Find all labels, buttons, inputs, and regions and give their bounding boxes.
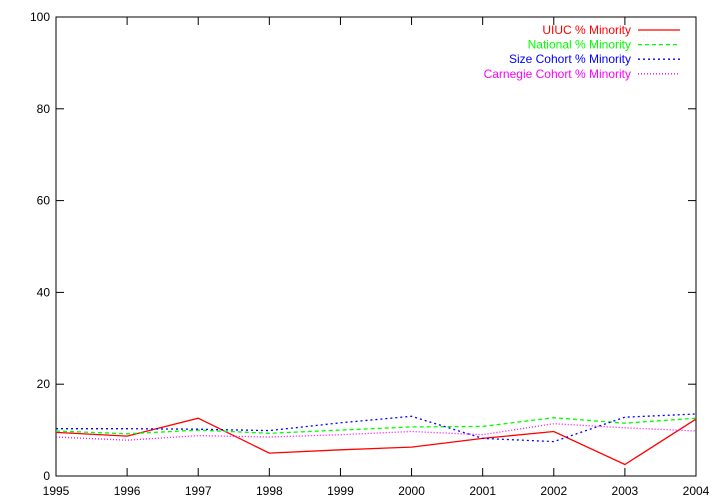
x-tick-label: 1997 xyxy=(185,484,212,498)
series-line-4 xyxy=(55,423,697,441)
y-tick-label: 60 xyxy=(37,194,51,208)
series-line-3 xyxy=(56,413,697,443)
legend-label: UIUC % Minority xyxy=(542,23,631,37)
x-tick-label: 1999 xyxy=(327,484,354,498)
x-tick-label: 1995 xyxy=(43,484,70,498)
x-tick-label: 2002 xyxy=(540,484,567,498)
x-axis-ticks: 1995 1996 1997 1998 1999 2000 2001 2002 2003 2004 xyxy=(43,17,710,498)
x-tick-label: 2003 xyxy=(612,484,639,498)
y-tick-label: 0 xyxy=(43,469,50,483)
legend-label: National % Minority xyxy=(528,38,631,52)
y-tick-label: 40 xyxy=(37,285,51,299)
legend-label: Size Cohort % Minority xyxy=(509,52,631,66)
legend-label: Carnegie Cohort % Minority xyxy=(484,67,631,81)
y-tick-label: 80 xyxy=(37,102,51,116)
series-line-1 xyxy=(55,417,697,466)
y-tick-label: 20 xyxy=(37,377,51,391)
x-tick-label: 2001 xyxy=(469,484,496,498)
series-line-2 xyxy=(55,417,697,435)
x-tick-label: 1998 xyxy=(256,484,283,498)
x-tick-label: 2004 xyxy=(683,484,710,498)
x-tick-label: 2000 xyxy=(398,484,425,498)
y-axis-ticks: 0 20 40 60 80 100 xyxy=(30,10,696,483)
series-lines xyxy=(55,413,697,466)
y-tick-label: 100 xyxy=(30,10,50,24)
plot-frame xyxy=(55,16,697,477)
x-tick-label: 1996 xyxy=(114,484,141,498)
